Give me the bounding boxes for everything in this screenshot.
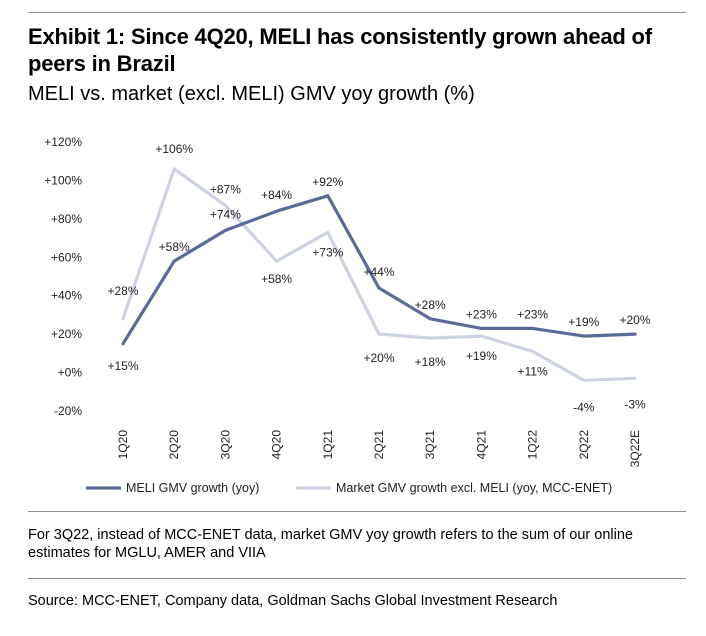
- x-tick-label: 2Q22: [577, 430, 591, 460]
- meli-data-label: +74%: [210, 207, 241, 221]
- meli-growth-line: [121, 194, 637, 346]
- footnote: For 3Q22, instead of MCC-ENET data, mark…: [28, 527, 633, 561]
- x-tick-label: 4Q20: [270, 430, 284, 460]
- market-data-label: +28%: [107, 284, 138, 298]
- market-data-label: +73%: [312, 245, 343, 259]
- y-tick-label: -20%: [54, 404, 82, 418]
- x-tick-label: 3Q22E: [628, 430, 642, 467]
- x-tick-label: 2Q21: [372, 430, 386, 460]
- x-tick-label: 4Q21: [474, 430, 488, 460]
- market-growth-line: [121, 167, 637, 382]
- market-data-label: -3%: [624, 397, 646, 411]
- legend-market-label: Market GMV growth excl. MELI (yoy, MCC-E…: [336, 481, 612, 495]
- x-tick-label: 1Q22: [526, 430, 540, 460]
- y-tick-label: +120%: [44, 135, 82, 149]
- meli-data-label: +28%: [415, 298, 446, 312]
- meli-data-label: +84%: [261, 188, 292, 202]
- market-data-label: +87%: [210, 182, 241, 196]
- meli-data-label: +15%: [107, 359, 138, 373]
- market-data-label: +11%: [518, 364, 548, 378]
- meli-data-label: +23%: [517, 307, 548, 321]
- meli-data-label: +92%: [312, 175, 343, 189]
- market-data-label: +58%: [261, 272, 292, 286]
- y-axis: -20% +0% +20% +40% +60% +80% +100% +120%: [44, 135, 82, 418]
- x-tick-label: 2Q20: [167, 430, 181, 460]
- market-data-label: +18%: [415, 355, 446, 369]
- growth-line-chart: -20% +0% +20% +40% +60% +80% +100% +120% 1Q20 2Q…: [44, 135, 651, 495]
- x-tick-label: 1Q21: [321, 430, 335, 460]
- y-tick-label: +0%: [58, 366, 83, 380]
- x-axis: 1Q20 2Q20 3Q20 4Q20 1Q21 2Q21 3Q21 4Q21 1Q22 2Q22…: [116, 430, 642, 468]
- bottom-rule: [28, 578, 686, 579]
- market-data-label: +20%: [363, 351, 394, 365]
- y-tick-label: +100%: [44, 173, 82, 187]
- market-data-label: +19%: [466, 349, 497, 363]
- meli-data-label: +58%: [159, 240, 190, 254]
- market-data-label: -4%: [573, 400, 595, 414]
- x-tick-label: 1Q20: [116, 430, 130, 460]
- meli-data-label: +23%: [466, 307, 497, 321]
- meli-data-label: +19%: [568, 315, 599, 329]
- legend-meli-label: MELI GMV growth (yoy): [126, 481, 259, 495]
- x-tick-label: 3Q20: [218, 430, 232, 460]
- data-labels: +15% +58% +74% +84% +92% +44% +28% +23% +23% +19%…: [107, 142, 650, 414]
- y-tick-label: +80%: [51, 212, 82, 226]
- market-data-label: +106%: [155, 142, 193, 156]
- series-lines: [121, 167, 637, 382]
- y-tick-label: +40%: [51, 289, 82, 303]
- exhibit-title: Exhibit 1: Since 4Q20, MELI has consiste…: [28, 24, 652, 76]
- exhibit-subtitle: MELI vs. market (excl. MELI) GMV yoy gro…: [28, 83, 475, 105]
- top-rule: [28, 12, 686, 13]
- source-note: Source: MCC-ENET, Company data, Goldman …: [28, 593, 558, 609]
- meli-data-label: +20%: [619, 313, 650, 327]
- y-tick-label: +20%: [51, 327, 82, 341]
- y-tick-label: +60%: [51, 250, 82, 264]
- meli-data-label: +44%: [363, 265, 394, 279]
- x-tick-label: 3Q21: [423, 430, 437, 460]
- chart-legend: MELI GMV growth (yoy) Market GMV growth e…: [86, 481, 612, 495]
- mid-rule: [28, 511, 686, 512]
